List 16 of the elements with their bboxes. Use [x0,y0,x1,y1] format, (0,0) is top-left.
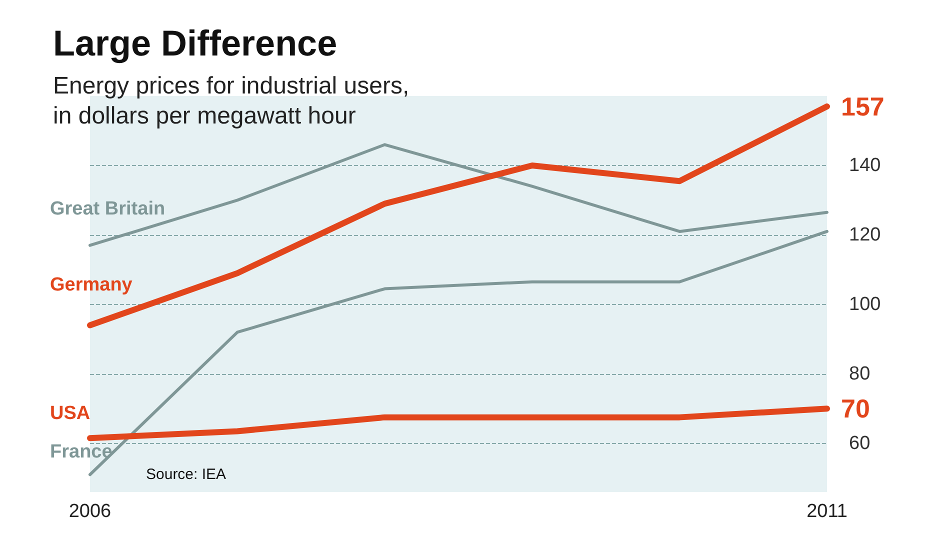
data-label: 70 [841,394,870,424]
chart-title: Large Difference [53,22,338,64]
series-label: Germany [50,274,133,296]
y-tick-label: 140 [849,154,881,176]
series-label: USA [50,403,90,424]
series-label: Great Britain [50,198,166,220]
y-tick-label: 100 [849,294,881,315]
y-tick-label: 80 [849,363,870,384]
y-tick-label: 120 [849,224,881,246]
data-label: 157 [841,91,884,122]
x-tick-label: 2006 [68,501,112,522]
x-tick-label: 2011 [806,501,848,522]
annotation: Source: IEA [146,466,226,483]
y-tick-label: 60 [849,432,870,454]
chart-subtitle: Energy prices for industrial users, in dollars per megawatt hour [53,72,410,130]
series-label: France [50,442,112,463]
